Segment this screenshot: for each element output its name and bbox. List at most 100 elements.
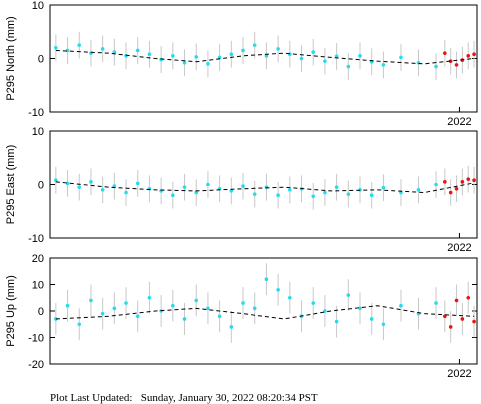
panel: -20 -10 0 10 20 2022 P295 Up (mm) <box>5 253 478 380</box>
data-point <box>466 295 471 300</box>
data-point <box>311 301 316 305</box>
data-point <box>448 59 453 63</box>
y-axis-label: P295 Up (mm) <box>5 275 17 347</box>
data-point <box>252 43 257 47</box>
data-point <box>443 51 447 55</box>
data-point <box>89 298 93 303</box>
data-point <box>135 314 140 319</box>
data-point <box>288 188 292 192</box>
y-tick-label: 10 <box>32 126 44 138</box>
data-point <box>171 54 175 58</box>
data-point <box>89 180 93 184</box>
data-point <box>159 57 163 62</box>
data-point <box>381 63 386 67</box>
panel: -10 0 10 2022 P295 North (mm) <box>5 0 478 128</box>
data-point <box>434 182 438 187</box>
data-point <box>229 325 234 329</box>
data-point <box>369 317 374 321</box>
data-point <box>65 181 70 186</box>
data-point <box>100 188 105 192</box>
data-point <box>466 54 471 58</box>
y-tick-label: 0 <box>38 180 44 192</box>
data-point <box>217 314 222 319</box>
data-point <box>358 54 362 58</box>
data-point <box>252 192 257 196</box>
footer: Plot Last Updated: Sunday, January 30, 2… <box>50 392 318 404</box>
y-tick-label: 20 <box>32 253 44 265</box>
data-point <box>124 301 128 305</box>
data-point <box>472 319 476 324</box>
frame <box>49 257 478 365</box>
data-point <box>311 50 316 54</box>
data-point <box>472 178 476 183</box>
data-point <box>434 301 438 305</box>
data-point <box>65 303 70 308</box>
data-point <box>206 306 210 311</box>
data-point <box>229 52 234 57</box>
model-line <box>55 181 475 194</box>
data-point <box>100 311 105 316</box>
data-point <box>369 193 374 197</box>
y-tick-label: -10 <box>28 233 44 245</box>
data-point <box>124 54 128 58</box>
data-point <box>182 60 187 65</box>
data-point <box>288 52 292 57</box>
x-tick-label: 2022 <box>447 368 471 380</box>
data-point <box>194 55 199 59</box>
data-point <box>147 295 152 300</box>
data-point <box>381 185 386 190</box>
data-point <box>299 56 304 61</box>
y-tick-label: 0 <box>38 54 44 66</box>
data-point <box>346 64 351 69</box>
data-point <box>276 288 280 292</box>
data-point <box>311 194 316 199</box>
data-point <box>147 52 152 57</box>
data-point <box>241 184 245 188</box>
y-tick-label: -20 <box>28 359 44 371</box>
data-point <box>135 48 140 53</box>
data-point <box>346 192 351 196</box>
data-point <box>171 303 175 308</box>
data-point <box>65 48 70 53</box>
data-point <box>434 64 438 69</box>
data-point <box>112 50 117 54</box>
data-point <box>229 189 234 193</box>
data-point <box>206 62 210 66</box>
data-point <box>77 322 82 327</box>
data-point <box>54 178 58 183</box>
data-point <box>147 186 152 191</box>
x-tick-label: 2022 <box>447 242 471 254</box>
y-tick-label: 10 <box>32 0 44 12</box>
data-point <box>323 59 327 63</box>
frame <box>49 4 478 113</box>
data-point <box>264 54 269 58</box>
y-axis-label: P295 North (mm) <box>5 16 17 100</box>
data-point <box>288 295 292 300</box>
data-point <box>171 193 175 197</box>
data-point <box>334 54 339 59</box>
y-axis-label: P295 East (mm) <box>5 145 17 224</box>
data-point <box>466 177 471 181</box>
data-point <box>241 48 245 53</box>
data-point <box>448 325 453 329</box>
frame <box>49 130 478 239</box>
panel: -10 0 10 2022 P295 East (mm) <box>5 126 478 254</box>
data-point <box>194 298 199 303</box>
data-point <box>194 190 199 195</box>
data-point <box>206 182 210 187</box>
data-point <box>443 314 447 319</box>
data-point <box>346 293 351 297</box>
data-point <box>264 277 269 282</box>
data-point <box>399 55 403 60</box>
y-tick-label: -10 <box>28 333 44 345</box>
data-point <box>454 298 459 303</box>
y-tick-label: 0 <box>38 306 44 318</box>
data-point <box>323 190 327 195</box>
data-point <box>334 185 339 189</box>
data-point <box>54 46 58 50</box>
data-point <box>448 190 453 195</box>
data-point <box>100 47 105 51</box>
data-point <box>399 303 403 308</box>
data-point <box>135 181 140 186</box>
